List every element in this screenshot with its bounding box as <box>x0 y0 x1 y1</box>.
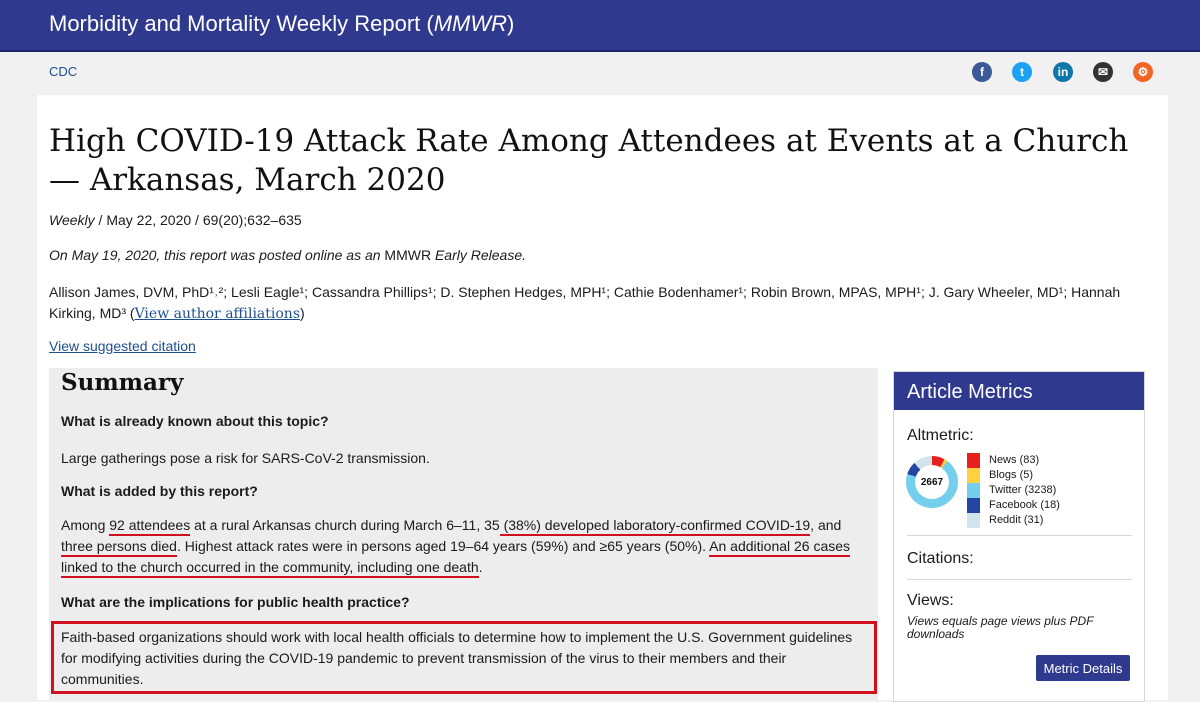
suggested-citation-link[interactable]: View suggested citation <box>49 338 196 354</box>
metrics-divider <box>907 579 1132 580</box>
author-affiliations-link[interactable]: View author affiliations <box>134 306 301 322</box>
email-icon[interactable]: ✉ <box>1093 62 1113 82</box>
highlight-community: An additional 26 cases linked to the chu… <box>61 538 851 578</box>
article-metrics-panel: Article Metrics Altmetric: 2667 News (83… <box>893 371 1145 702</box>
altmetric-legend-item: Twitter (3238) <box>967 483 1060 498</box>
legend-swatch <box>967 513 980 528</box>
answer-known: Large gatherings pose a risk for SARS-Co… <box>61 450 430 466</box>
question-added: What is added by this report? <box>61 483 258 499</box>
metrics-divider <box>907 535 1132 536</box>
legend-swatch <box>967 453 980 468</box>
legend-swatch <box>967 468 980 483</box>
facebook-icon[interactable]: f <box>972 62 992 82</box>
citations-label: Citations: <box>907 550 974 567</box>
views-label: Views: <box>907 592 954 609</box>
metrics-header: Article Metrics <box>894 372 1144 410</box>
legend-label: Facebook (18) <box>989 499 1060 511</box>
authors-close: ) <box>300 305 305 321</box>
altmetric-score: 2667 <box>915 465 949 499</box>
altmetric-legend-item: Facebook (18) <box>967 498 1060 513</box>
metric-details-button[interactable]: Metric Details <box>1036 655 1130 681</box>
site-title-abbr: MMWR <box>433 11 508 36</box>
legend-label: Reddit (31) <box>989 514 1044 526</box>
publication-info: / May 22, 2020 / 69(20);632–635 <box>94 212 302 228</box>
legend-label: News (83) <box>989 454 1040 466</box>
altmetric-legend: News (83) Blogs (5) Twitter (3238) Facebook… <box>967 453 1060 528</box>
summary-box: Summary What is already known about this… <box>49 368 878 700</box>
altmetric-donut[interactable]: 2667 <box>906 456 958 508</box>
site-header: Morbidity and Mortality Weekly Report (M… <box>0 0 1200 52</box>
weekly-label: Weekly <box>49 212 95 228</box>
article-meta: Weekly / May 22, 2020 / 69(20);632–635 <box>49 212 302 228</box>
site-title-text: Morbidity and Mortality Weekly Report ( <box>49 11 434 36</box>
twitter-icon[interactable]: t <box>1012 62 1032 82</box>
highlight-confirmed: (38%) developed laboratory-confirmed COV… <box>499 517 811 536</box>
question-implications: What are the implications for public hea… <box>61 594 410 610</box>
views-note: Views equals page views plus PDF downloa… <box>907 614 1094 641</box>
metrics-heading: Article Metrics <box>907 381 1033 403</box>
sub-navigation: CDC <box>0 52 1200 94</box>
release-mmwr: MMWR <box>384 247 432 263</box>
altmetric-label: Altmetric: <box>907 427 974 444</box>
altmetric-legend-item: Reddit (31) <box>967 513 1060 528</box>
author-list: Allison James, DVM, PhD¹˒²; Lesli Eagle¹… <box>49 282 1139 325</box>
release-end: Early Release. <box>431 247 527 263</box>
legend-label: Twitter (3238) <box>989 484 1057 496</box>
article-title: High COVID-19 Attack Rate Among Attendee… <box>49 123 1129 198</box>
linkedin-icon[interactable]: in <box>1053 62 1073 82</box>
legend-swatch <box>967 483 980 498</box>
authors-text: Allison James, DVM, PhD¹˒²; Lesli Eagle¹… <box>49 284 1121 321</box>
release-text: On May 19, 2020, this report was posted … <box>49 247 385 263</box>
highlight-attendees: 92 attendees <box>109 517 191 536</box>
cdc-link[interactable]: CDC <box>49 64 78 79</box>
highlight-deaths: three persons died <box>61 538 177 557</box>
site-title-end: ) <box>507 11 515 36</box>
syndicate-icon[interactable]: ⚙ <box>1133 62 1153 82</box>
implications-highlight-box <box>51 621 877 694</box>
answer-implications: Faith-based organizations should work wi… <box>61 629 853 687</box>
early-release-note: On May 19, 2020, this report was posted … <box>49 247 526 263</box>
site-title[interactable]: Morbidity and Mortality Weekly Report (M… <box>49 11 514 37</box>
answer-added: Among 92 attendees at a rural Arkansas c… <box>61 515 876 578</box>
summary-heading: Summary <box>61 369 184 396</box>
legend-swatch <box>967 498 980 513</box>
altmetric-legend-item: News (83) <box>967 453 1060 468</box>
legend-label: Blogs (5) <box>989 469 1034 481</box>
altmetric-legend-item: Blogs (5) <box>967 468 1060 483</box>
question-known: What is already known about this topic? <box>61 413 329 429</box>
